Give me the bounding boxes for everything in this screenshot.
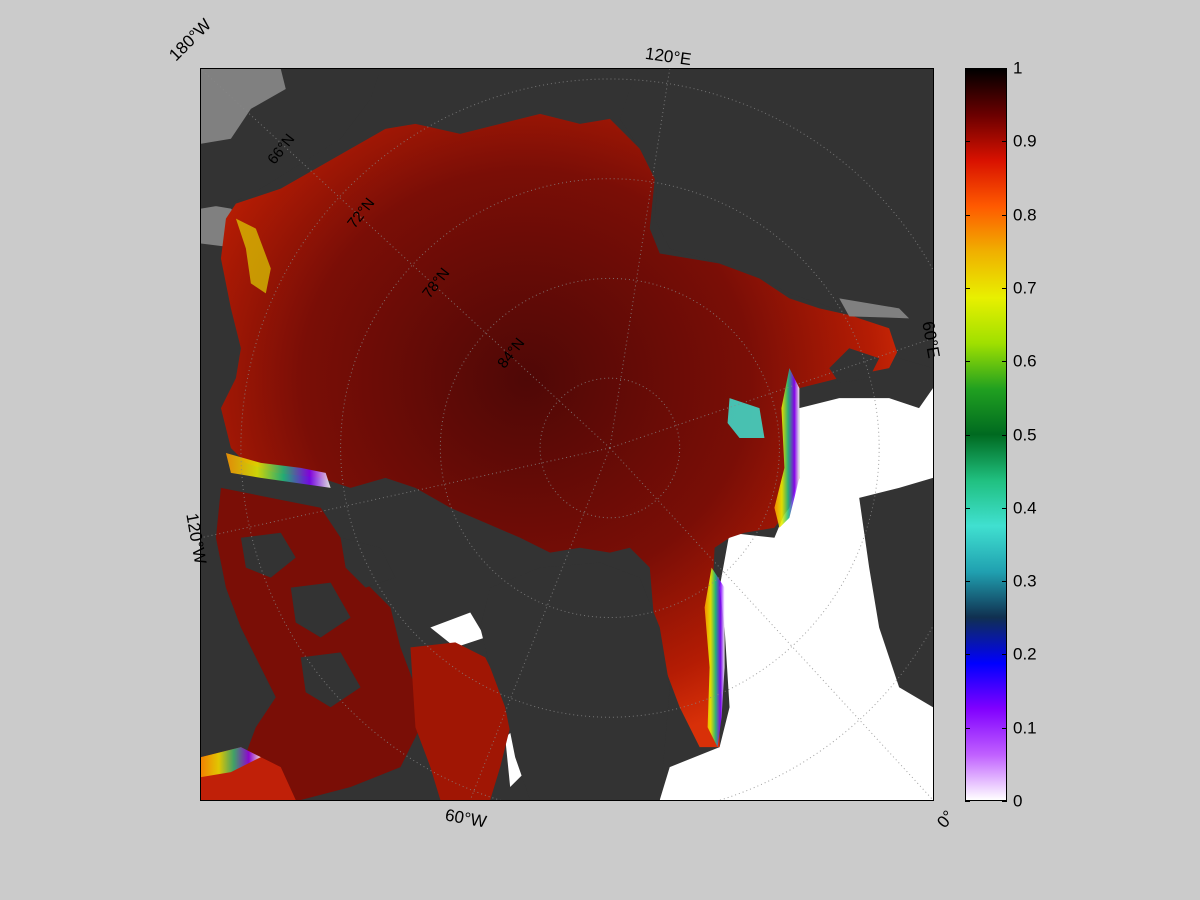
colorbar-tick-label: 1 — [1013, 58, 1023, 78]
unmapped-alaska — [201, 69, 286, 144]
ice-edge-barents — [774, 368, 800, 528]
colorbar-tick-mark — [965, 68, 970, 69]
colorbar-tick-mark — [1002, 507, 1007, 509]
land-novaya-zemlya — [829, 348, 880, 384]
graticule-circle-78n — [439, 277, 780, 618]
land-siberia — [619, 69, 933, 369]
ice-edge-bering — [235, 218, 271, 294]
colorbar-tick-label: 0.3 — [1013, 571, 1037, 591]
colorbar-tick-label: 0.7 — [1013, 278, 1037, 298]
graticule-meridian — [469, 447, 611, 800]
colorbar-tick-mark — [1002, 68, 1007, 69]
colorbar-tick-mark — [1002, 581, 1007, 583]
colorbar-tick-mark — [1002, 727, 1007, 729]
colorbar-tick-label: 0 — [1013, 791, 1023, 811]
land-greenland — [480, 562, 670, 800]
colorbar-tick-mark — [1002, 287, 1007, 289]
ice-baffin-bay — [410, 642, 511, 800]
lon-label-60w: 60°W — [443, 805, 489, 832]
colorbar-tick-mark — [965, 727, 970, 729]
sea-ice-concentration-map: 66°N 72°N 78°N 84°N — [200, 68, 934, 801]
colorbar-tick-mark — [965, 581, 970, 583]
lon-label-180w: 180°W — [165, 15, 215, 65]
graticule-circle-72n — [340, 178, 880, 718]
colorbar-tick-mark — [1002, 214, 1007, 216]
colorbar-tick-mark — [965, 507, 970, 509]
colorbar-tick-label: 0.2 — [1013, 644, 1037, 664]
colorbar-tick-mark — [965, 654, 970, 656]
land-archipelago-island — [300, 652, 361, 708]
colorbar-tick-mark — [965, 141, 970, 143]
ice-pack-main — [220, 113, 900, 748]
unmapped-siberia-river — [839, 298, 910, 319]
colorbar-tick-label: 0.6 — [1013, 351, 1037, 371]
colorbar-tick-label: 0.4 — [1013, 498, 1037, 518]
open-water-north-atlantic — [659, 388, 933, 800]
colorbar-tick-mark — [965, 434, 970, 436]
ice-edge-svalbard — [727, 398, 765, 438]
colorbar-tick-mark — [965, 361, 970, 363]
ice-edge-greenland-sea — [704, 567, 725, 748]
land-archipelago-island — [290, 582, 351, 638]
colorbar-tick-mark — [965, 801, 970, 802]
graticule-meridian — [609, 69, 671, 449]
colorbar-tick-label: 0.1 — [1013, 718, 1037, 738]
colorbar-tick-label: 0.5 — [1013, 425, 1037, 444]
colorbar-tick-mark — [1002, 141, 1007, 143]
lon-label-60e: 60°E — [918, 319, 944, 360]
colorbar-tick-mark — [1002, 801, 1007, 802]
land-archipelago-island — [240, 532, 296, 578]
map-canvas — [201, 69, 933, 800]
colorbar — [965, 68, 1007, 801]
colorbar-tick-label: 0.8 — [1013, 205, 1037, 225]
land-scandinavia — [859, 477, 933, 708]
colorbar-tick-mark — [965, 214, 970, 216]
ice-edge-hudson — [201, 747, 261, 778]
colorbar-tick-mark — [1002, 654, 1007, 656]
lon-label-0: 0° — [933, 806, 959, 832]
colorbar-tick-mark — [1002, 361, 1007, 363]
ice-edge-beaufort — [225, 452, 331, 488]
colorbar-tick-mark — [1002, 434, 1007, 436]
open-water-baffin — [430, 612, 486, 648]
colorbar-tick-mark — [965, 287, 970, 289]
colorbar-tick-label: 0.9 — [1013, 131, 1037, 151]
lon-label-120e: 120°E — [643, 43, 693, 70]
